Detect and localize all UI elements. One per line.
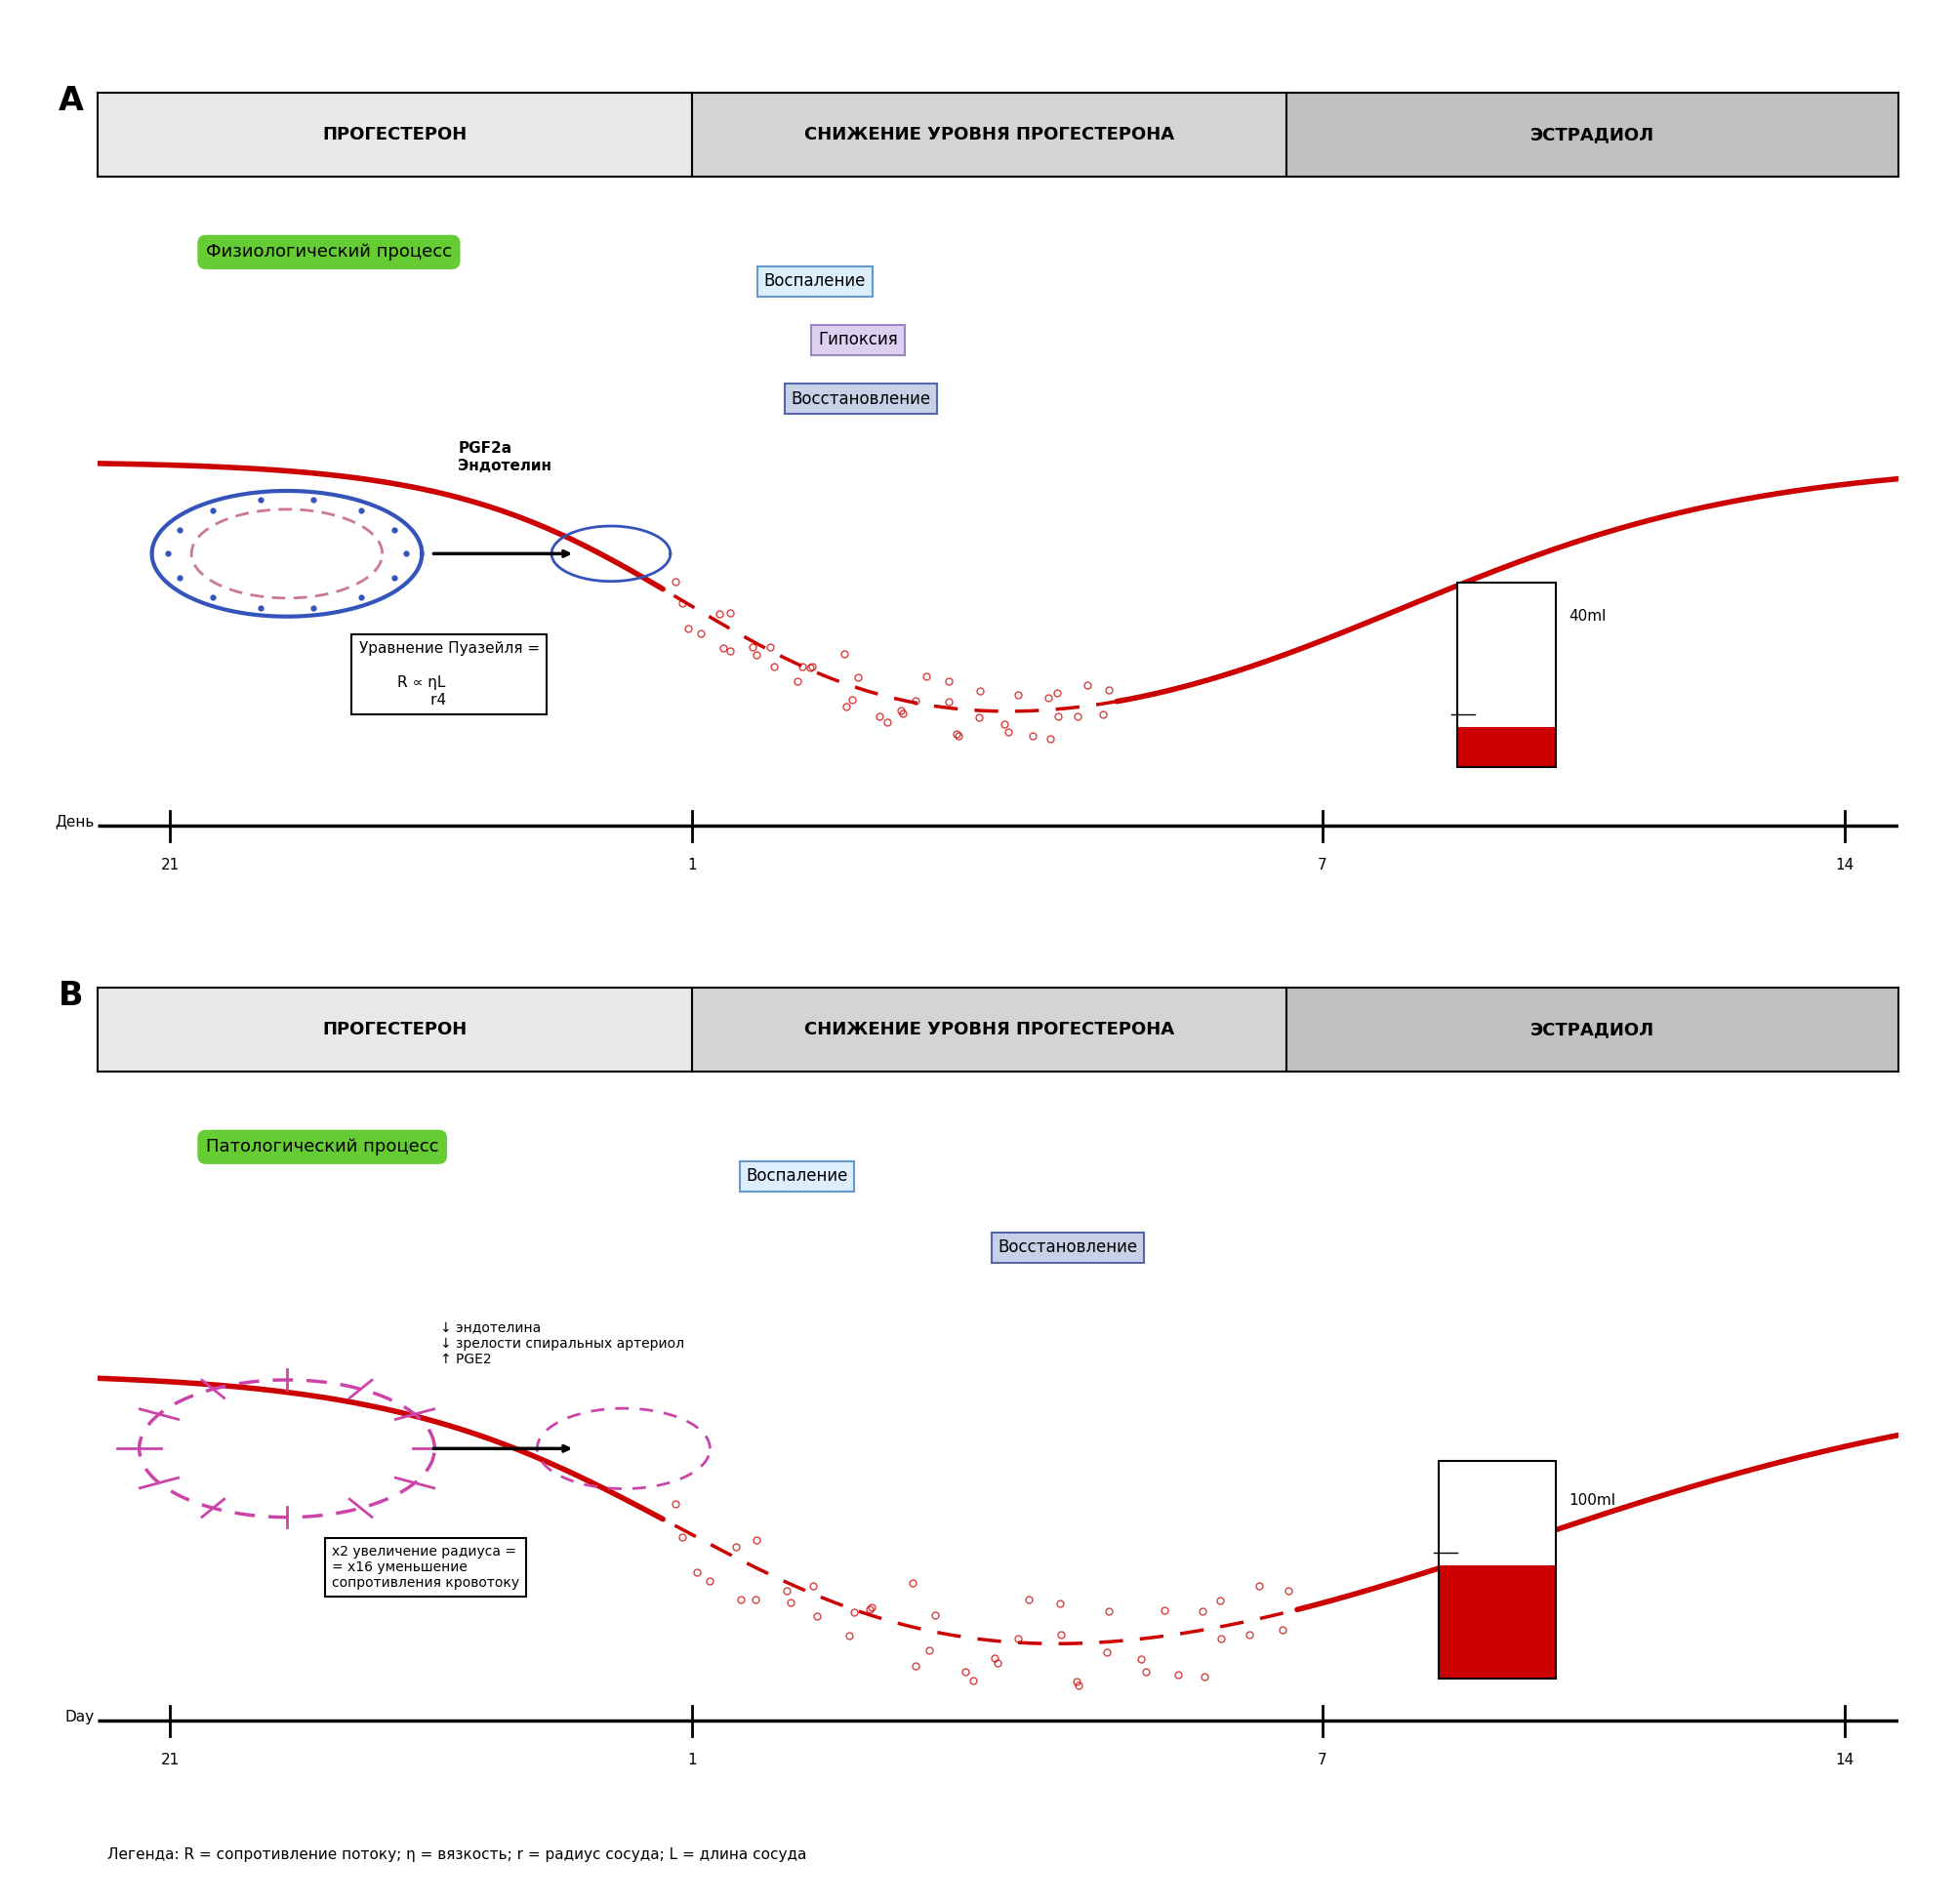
- Text: А: А: [59, 84, 84, 116]
- FancyBboxPatch shape: [693, 93, 1286, 177]
- Text: ЭСТРАДИОЛ: ЭСТРАДИОЛ: [1530, 126, 1654, 143]
- Text: В: В: [59, 979, 82, 1011]
- Text: 7: 7: [1317, 859, 1327, 872]
- Text: 21: 21: [160, 1754, 180, 1767]
- FancyBboxPatch shape: [1438, 1460, 1556, 1679]
- FancyBboxPatch shape: [693, 988, 1286, 1072]
- Text: 14: 14: [1836, 1754, 1853, 1767]
- Text: СНИЖЕНИЕ УРОВНЯ ПРОГЕСТЕРОНА: СНИЖЕНИЕ УРОВНЯ ПРОГЕСТЕРОНА: [804, 1021, 1174, 1038]
- FancyBboxPatch shape: [98, 93, 693, 177]
- Text: Day: Day: [65, 1710, 94, 1723]
- Text: 14: 14: [1836, 859, 1853, 872]
- Text: x2 увеличение радиуса =
= x16 уменьшение
сопротивления кровотоку: x2 увеличение радиуса = = x16 уменьшение…: [333, 1544, 519, 1590]
- Text: ↓ эндотелина
↓ зрелости спиральных артериол
↑ PGE2: ↓ эндотелина ↓ зрелости спиральных артер…: [440, 1321, 685, 1367]
- Text: Воспаление: Воспаление: [763, 272, 865, 289]
- Text: Физиологический процесс: Физиологический процесс: [205, 244, 452, 261]
- Text: Восстановление: Восстановление: [998, 1240, 1137, 1257]
- Text: 100ml: 100ml: [1570, 1493, 1616, 1508]
- Text: ПРОГЕСТЕРОН: ПРОГЕСТЕРОН: [323, 1021, 468, 1038]
- FancyBboxPatch shape: [1438, 1565, 1556, 1679]
- Text: Воспаление: Воспаление: [746, 1167, 847, 1184]
- Text: 40ml: 40ml: [1570, 609, 1607, 623]
- FancyBboxPatch shape: [1458, 727, 1556, 767]
- FancyBboxPatch shape: [1286, 988, 1898, 1072]
- Text: Гипоксия: Гипоксия: [818, 331, 898, 348]
- Text: 1: 1: [687, 1754, 697, 1767]
- Text: День: День: [55, 815, 94, 828]
- Text: Уравнение Пуазейля =

        R ∝ ηL
               r4: Уравнение Пуазейля = R ∝ ηL r4: [358, 642, 540, 706]
- FancyBboxPatch shape: [1458, 583, 1556, 767]
- Text: 1: 1: [687, 859, 697, 872]
- Text: СНИЖЕНИЕ УРОВНЯ ПРОГЕСТЕРОНА: СНИЖЕНИЕ УРОВНЯ ПРОГЕСТЕРОНА: [804, 126, 1174, 143]
- Text: Патологический процесс: Патологический процесс: [205, 1139, 438, 1156]
- Text: 7: 7: [1317, 1754, 1327, 1767]
- Text: ЭСТРАДИОЛ: ЭСТРАДИОЛ: [1530, 1021, 1654, 1038]
- Text: Восстановление: Восстановление: [791, 390, 932, 407]
- Text: ПРОГЕСТЕРОН: ПРОГЕСТЕРОН: [323, 126, 468, 143]
- Text: 21: 21: [160, 859, 180, 872]
- Text: Легенда: R = сопротивление потоку; η = вязкость; r = радиус сосуда; L = длина со: Легенда: R = сопротивление потоку; η = в…: [108, 1847, 806, 1862]
- FancyBboxPatch shape: [1286, 93, 1898, 177]
- FancyBboxPatch shape: [98, 988, 693, 1072]
- Text: PGF2a
Эндотелин: PGF2a Эндотелин: [458, 442, 552, 474]
